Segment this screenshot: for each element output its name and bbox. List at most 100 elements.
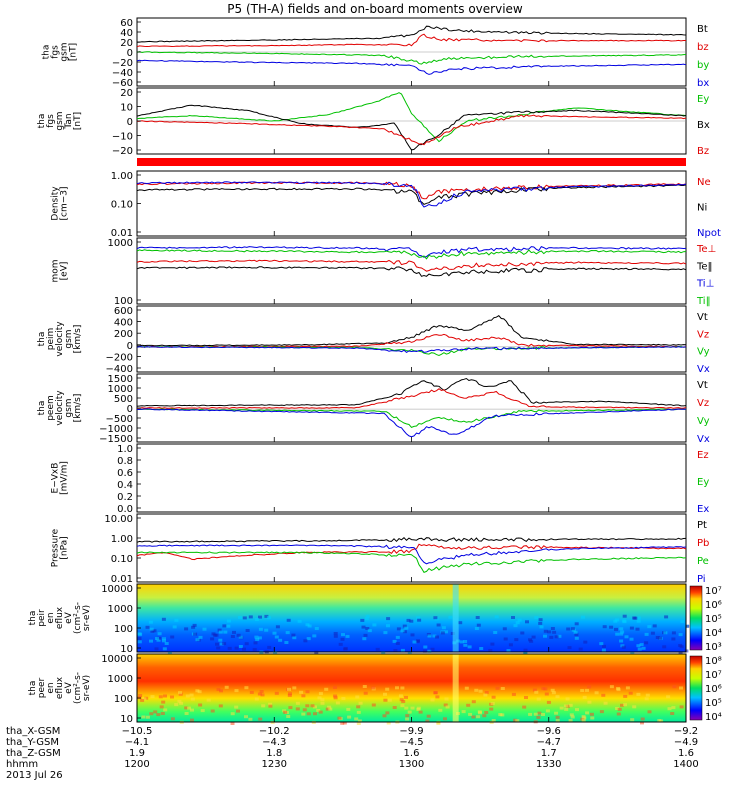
spectrogram-cell — [218, 630, 223, 634]
spectrogram-cell — [356, 705, 361, 709]
y-tick-label: 10000 — [101, 654, 133, 665]
spectrogram-cell — [538, 618, 543, 622]
colorbar-tick-label: 10⁴ — [705, 628, 722, 639]
spectrogram-cell — [268, 702, 273, 706]
spectrogram-cell — [636, 692, 641, 696]
spectrogram-cell — [266, 616, 271, 620]
y-axis-label: [mV/m] — [60, 461, 70, 495]
spectrogram-cell — [531, 635, 536, 639]
spectrogram-cell — [647, 710, 652, 714]
spectrogram-cell — [625, 686, 630, 690]
spectrogram-cell — [567, 646, 572, 650]
spectrogram-cell — [159, 705, 164, 709]
spectrogram-cell — [158, 695, 163, 699]
spectrogram-cell — [619, 627, 624, 631]
legend-te⊥: Te⊥ — [696, 244, 716, 255]
spectrogram-cell — [313, 705, 317, 709]
spectrogram-cell — [190, 718, 194, 722]
spectrogram-cell — [603, 701, 608, 705]
spectrogram-cell — [210, 709, 215, 713]
spectrogram-cell — [662, 645, 667, 649]
y-tick-label: 1000 — [108, 604, 133, 615]
spectrogram-cell — [161, 617, 166, 621]
y-axis-label: [eV] — [60, 262, 70, 281]
spectrogram-cell — [670, 712, 675, 715]
spectrogram-cell — [400, 704, 405, 708]
spectrogram-cell — [623, 694, 628, 698]
y-tick-label: 100 — [114, 694, 133, 705]
spectrogram-cell — [630, 651, 635, 655]
y-axis-label: Density — [51, 186, 61, 221]
y-axis-label: [nT] — [69, 43, 79, 61]
spectrogram-cell — [617, 707, 622, 711]
spectrogram-cell — [234, 705, 239, 709]
spectrogram-cell — [187, 706, 191, 710]
spectrogram-cell — [242, 647, 246, 651]
spectrogram-cell — [667, 707, 672, 711]
spectrogram-cell — [381, 651, 386, 655]
spectrogram-cell — [478, 711, 482, 715]
x-tick-label: −9.6 — [537, 726, 561, 737]
spectrogram-cell — [482, 714, 487, 718]
spectrogram-cell — [644, 641, 649, 645]
spectrogram-cell — [520, 631, 525, 635]
y-tick-label: 0.6 — [117, 468, 133, 479]
spectrogram-cell — [372, 623, 377, 627]
spectrogram-cell — [636, 619, 641, 623]
spectrogram-cell — [345, 634, 350, 638]
spectrogram-cell — [685, 624, 690, 628]
spectrogram-cell — [474, 627, 479, 630]
y-tick-label: 1.0 — [117, 444, 133, 455]
spectrogram-cell — [671, 631, 676, 635]
spectrogram-cell — [568, 719, 573, 723]
colorbar-tick-label: 10⁵ — [705, 698, 722, 709]
spectrogram-cell — [285, 631, 290, 635]
spectrogram-cell — [678, 633, 683, 637]
spectrogram-cell — [236, 709, 240, 713]
spectrogram-cell — [464, 686, 469, 690]
spectrogram-cell — [174, 703, 179, 707]
spectrogram-cell — [407, 651, 412, 655]
spectrogram-cell — [555, 695, 560, 699]
spectrogram-cell — [341, 633, 345, 637]
spectrogram-cell — [467, 645, 472, 649]
spectrogram-cell — [400, 648, 405, 652]
spectrogram-cell — [637, 647, 642, 651]
spectrogram-cell — [163, 694, 167, 698]
spectrogram-cell — [386, 721, 391, 725]
spectrogram-cell — [252, 648, 257, 652]
legend-vz: Vz — [697, 398, 709, 409]
spectrogram-cell — [392, 706, 397, 709]
spectrogram-cell — [427, 649, 432, 653]
spectrogram-cell — [210, 637, 215, 641]
spectrogram-cell — [284, 641, 289, 644]
spectrogram-cell — [551, 691, 556, 695]
spectrogram-cell — [543, 629, 548, 633]
x-tick-label: −9.2 — [674, 726, 698, 737]
y-tick-label: 100 — [114, 624, 133, 635]
spectrogram-cell — [636, 644, 641, 648]
legend-npot: Npot — [697, 228, 721, 239]
y-axis-label: peir — [37, 609, 47, 627]
spectrogram-cell — [301, 694, 306, 698]
spectrogram-cell — [245, 629, 250, 632]
spectrogram-cell — [249, 690, 254, 694]
y-tick-label: 10 — [120, 714, 133, 725]
spectrogram-cell — [569, 713, 574, 717]
spectrogram-cell — [328, 707, 333, 711]
spectrogram-cell — [587, 685, 592, 689]
spectrogram-cell — [622, 620, 627, 624]
spectrogram-cell — [274, 635, 279, 639]
spectrogram-cell — [149, 627, 154, 631]
spectrogram-cell — [160, 712, 165, 715]
spectrogram-cell — [601, 648, 606, 652]
spectrogram-cell — [154, 647, 159, 651]
x-tick-label: 1.6 — [678, 748, 694, 759]
spectrogram-cell — [226, 619, 231, 623]
spectrogram-cell — [430, 647, 435, 651]
spectrogram-cell — [624, 635, 629, 639]
y-tick-label: 100 — [114, 296, 133, 307]
spectrogram-cell — [358, 701, 363, 705]
x-tick-label: 1.9 — [129, 748, 145, 759]
